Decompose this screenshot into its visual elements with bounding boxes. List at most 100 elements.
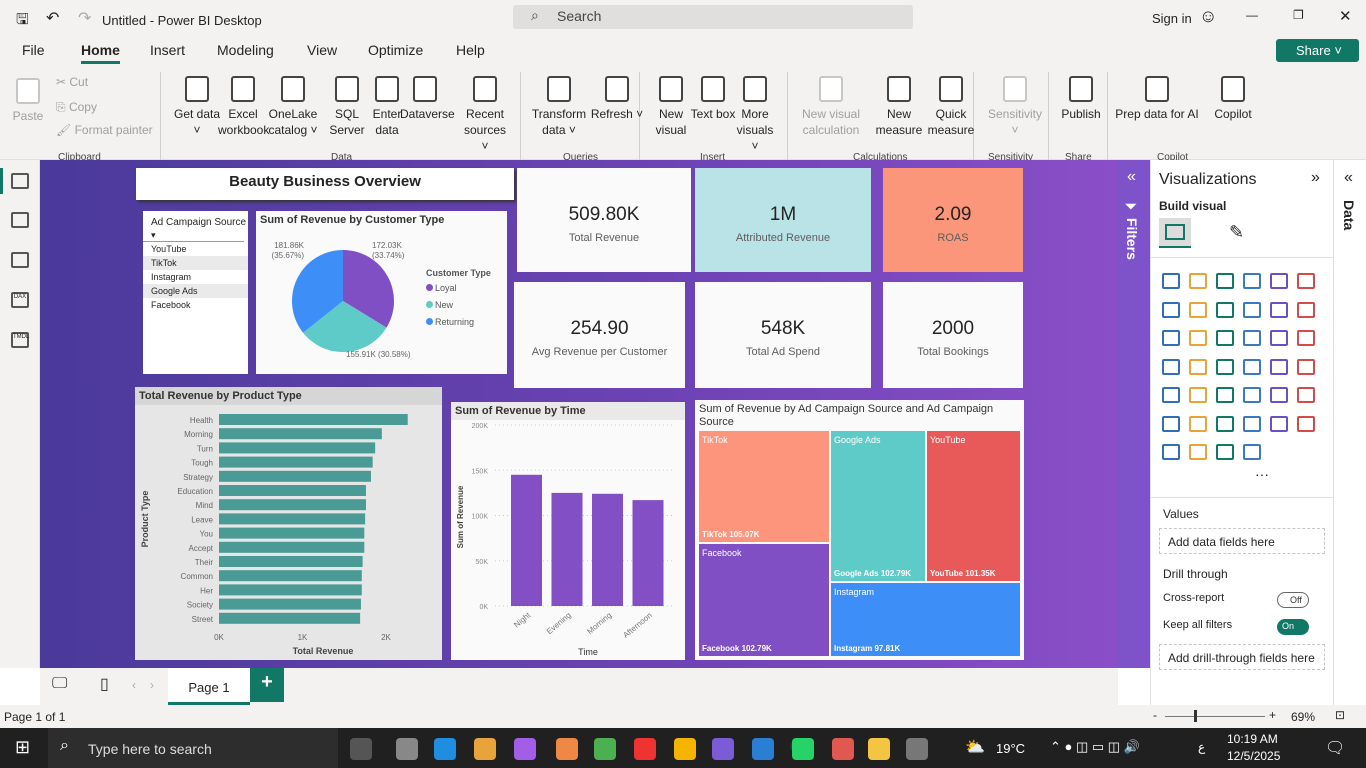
- cut-button[interactable]: ✂ Cut: [56, 74, 88, 90]
- taskbar-app-icon[interactable]: [434, 738, 456, 760]
- visual-type-icon[interactable]: [1243, 301, 1261, 318]
- ribbon-button-insert-1[interactable]: Text box: [690, 76, 736, 122]
- tmdl-view-icon[interactable]: TMDL: [11, 332, 29, 348]
- menu-home[interactable]: Home: [81, 42, 120, 64]
- menu-file[interactable]: File: [22, 42, 45, 58]
- visual-type-icon[interactable]: [1162, 415, 1180, 432]
- dropdown-arrow-icon[interactable]: ▾: [143, 228, 244, 242]
- visual-type-icon[interactable]: [1270, 273, 1288, 289]
- taskbar-app-icon[interactable]: [396, 738, 418, 760]
- cross-report-toggle[interactable]: Off: [1277, 592, 1309, 608]
- system-tray-icons[interactable]: ⌃ ● ◫ ▭ ◫ 🔊: [1050, 739, 1140, 754]
- ribbon-button-copilot-0[interactable]: Prep data for AI: [1114, 76, 1200, 122]
- ribbon-button-share-0[interactable]: Publish: [1056, 76, 1106, 122]
- visual-type-icon[interactable]: [1189, 273, 1207, 289]
- next-page-icon[interactable]: ›: [150, 678, 154, 692]
- legend-item[interactable]: New: [426, 300, 474, 317]
- prev-page-icon[interactable]: ‹: [132, 678, 136, 692]
- treemap-tile-tiktok[interactable]: TikTok TikTok 105.07K: [698, 430, 830, 543]
- kpi-card[interactable]: 2000 Total Bookings: [883, 282, 1023, 388]
- expand-icon[interactable]: «: [1344, 169, 1353, 186]
- visual-type-icon[interactable]: [1297, 415, 1315, 432]
- bar-chart-product-type[interactable]: Total Revenue by Product Type Health Morn…: [135, 387, 442, 660]
- visual-type-icon[interactable]: [1189, 330, 1207, 346]
- visual-type-icon[interactable]: [1270, 358, 1288, 375]
- redo-icon[interactable]: ↷: [78, 10, 92, 27]
- bar[interactable]: [219, 414, 408, 425]
- taskbar-app-icon[interactable]: [514, 738, 536, 760]
- treemap-tile-facebook[interactable]: Facebook Facebook 102.79K: [698, 543, 830, 657]
- menu-modeling[interactable]: Modeling: [217, 42, 274, 58]
- zoom-in-button[interactable]: +: [1269, 708, 1277, 722]
- taskbar-app-icon[interactable]: [350, 738, 372, 760]
- taskbar-app-icon[interactable]: [868, 738, 890, 760]
- slicer-item[interactable]: YouTube: [143, 242, 248, 256]
- expand-icon[interactable]: «: [1127, 168, 1136, 185]
- close-button[interactable]: ✕: [1339, 8, 1352, 25]
- treemap-visual[interactable]: Sum of Revenue by Ad Campaign Source and…: [695, 400, 1024, 660]
- ribbon-button-data-5[interactable]: Dataverse: [400, 76, 455, 122]
- share-button[interactable]: Share ˅: [1276, 39, 1359, 62]
- undo-icon[interactable]: ↶: [46, 10, 60, 27]
- collapse-icon[interactable]: »: [1311, 169, 1320, 186]
- visual-type-icon[interactable]: [1297, 301, 1315, 318]
- ribbon-button-data-3[interactable]: SQL Server: [322, 76, 372, 138]
- mobile-layout-icon[interactable]: ▯: [100, 676, 109, 693]
- ribbon-button-data-6[interactable]: Recent sources ˅: [460, 76, 510, 154]
- input-language[interactable]: ع: [1198, 740, 1206, 754]
- taskbar-app-icon[interactable]: [634, 738, 656, 760]
- pie-chart-visual[interactable]: Sum of Revenue by Customer Type 172.03K(…: [256, 211, 507, 374]
- kpi-card[interactable]: 509.80K Total Revenue: [517, 168, 691, 272]
- visual-type-icon[interactable]: [1216, 330, 1234, 346]
- treemap-tile-google-ads[interactable]: Google Ads Google Ads 102.79K: [830, 430, 926, 582]
- visual-type-icon[interactable]: [1270, 415, 1288, 432]
- data-pane-collapsed[interactable]: « Data: [1333, 160, 1366, 705]
- column-bar[interactable]: [551, 492, 583, 606]
- visual-type-icon[interactable]: [1270, 387, 1288, 403]
- dax-query-view-icon[interactable]: DAX: [11, 292, 29, 308]
- column-bar[interactable]: [511, 474, 542, 606]
- taskbar-app-icon[interactable]: [906, 738, 928, 760]
- bar[interactable]: [219, 612, 361, 624]
- taskbar-app-icon[interactable]: [712, 738, 734, 760]
- slicer-item[interactable]: Google Ads: [143, 284, 248, 298]
- visual-type-icon[interactable]: [1162, 387, 1180, 403]
- bar[interactable]: [219, 527, 365, 539]
- treemap-tile-youtube[interactable]: YouTube YouTube 101.35K: [926, 430, 1021, 582]
- visual-type-icon[interactable]: [1216, 444, 1234, 460]
- visual-type-icon[interactable]: [1297, 273, 1315, 289]
- minimize-button[interactable]: —: [1246, 8, 1258, 22]
- pie-slice-new[interactable]: [303, 301, 387, 352]
- ribbon-button-calculations-2[interactable]: Quick measure: [918, 76, 984, 138]
- bar[interactable]: [219, 428, 382, 440]
- taskbar-app-icon[interactable]: [752, 738, 774, 760]
- taskbar-app-icon[interactable]: [594, 738, 616, 760]
- zoom-slider-thumb[interactable]: [1194, 710, 1197, 722]
- visual-type-icon[interactable]: [1162, 301, 1180, 318]
- ribbon-button-data-4[interactable]: Enter data: [362, 76, 412, 138]
- bar[interactable]: [219, 442, 376, 454]
- taskbar-app-icon[interactable]: [556, 738, 578, 760]
- visual-type-icon[interactable]: [1243, 444, 1261, 460]
- ribbon-button-copilot-1[interactable]: Copilot: [1190, 76, 1276, 122]
- values-well[interactable]: Add data fields here: [1159, 528, 1325, 554]
- visual-type-icon[interactable]: [1243, 387, 1261, 403]
- visual-type-icon[interactable]: [1216, 387, 1234, 403]
- report-view-icon[interactable]: [11, 173, 29, 189]
- visual-type-icon[interactable]: [1189, 358, 1207, 375]
- sign-in-link[interactable]: Sign in: [1152, 11, 1192, 26]
- kpi-card[interactable]: 1M Attributed Revenue: [695, 168, 871, 272]
- taskbar-app-icon[interactable]: [674, 738, 696, 760]
- bar[interactable]: [219, 513, 366, 525]
- ribbon-button-queries-0[interactable]: Transform data ˅: [530, 76, 588, 138]
- visual-type-icon[interactable]: [1189, 387, 1207, 403]
- visual-type-icon[interactable]: [1297, 387, 1315, 403]
- slicer-ad-campaign-source[interactable]: Ad Campaign Source ▾ YouTube TikTok Instag…: [143, 211, 248, 374]
- clock-time[interactable]: 10:19 AM: [1227, 732, 1278, 746]
- ribbon-button-data-0[interactable]: Get data ˅: [172, 76, 222, 138]
- weather-icon[interactable]: ⛅: [965, 739, 985, 756]
- ribbon-button-sensitivity-0[interactable]: Sensitivity ˅: [984, 76, 1046, 138]
- column-chart-time[interactable]: Sum of Revenue by Time 0K 50K 100K 150K 200K…: [451, 402, 685, 660]
- format-painter-button[interactable]: 🖌 Format painter: [56, 122, 153, 138]
- kpi-card[interactable]: 254.90 Avg Revenue per Customer: [514, 282, 685, 388]
